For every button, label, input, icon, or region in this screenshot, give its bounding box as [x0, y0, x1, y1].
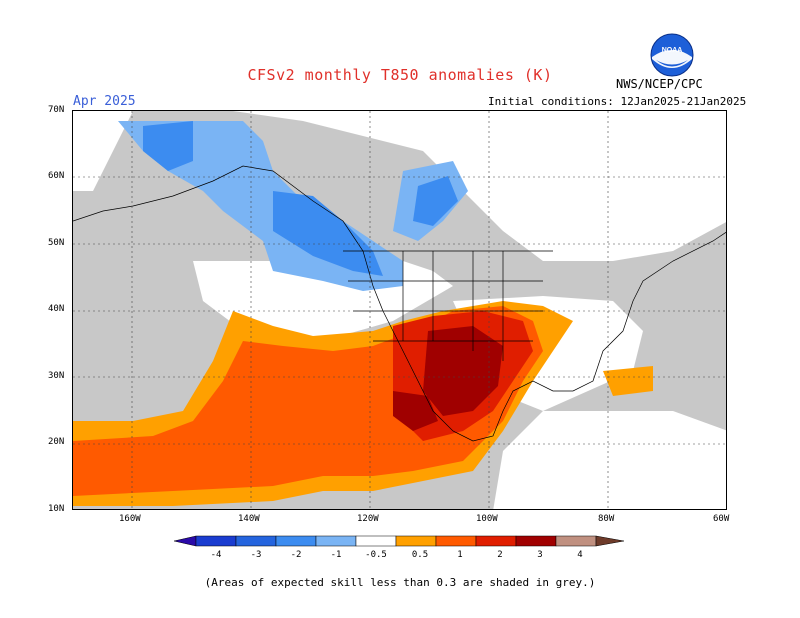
noaa-logo-text: NOAA	[662, 47, 683, 54]
lon-label-160w: 160W	[119, 514, 141, 524]
lon-label-60w: 60W	[713, 514, 730, 524]
neutral-region-south	[493, 411, 726, 509]
cold-anomaly-alaska	[143, 121, 193, 171]
legend-label-m4: -4	[211, 550, 222, 560]
legend-label-p4: 4	[577, 550, 582, 560]
noaa-logo: NOAA	[650, 33, 694, 77]
legend-label-m1: -1	[331, 550, 342, 560]
initial-conditions: Initial conditions: 12Jan2025-21Jan2025	[488, 95, 747, 108]
legend-label-m05: -0.5	[365, 550, 387, 560]
lat-label-40n: 40N	[48, 304, 65, 314]
legend-label-p1: 1	[457, 550, 462, 560]
agency-label: NWS/NCEP/CPC	[616, 77, 703, 91]
legend-label-m2: -2	[291, 550, 302, 560]
legend-label-p3: 3	[537, 550, 542, 560]
graticule	[73, 111, 726, 509]
lat-label-50n: 50N	[48, 238, 65, 248]
lon-label-140w: 140W	[238, 514, 260, 524]
legend-label-p05: 0.5	[412, 550, 428, 560]
lat-label-30n: 30N	[48, 371, 65, 381]
lat-label-70n: 70N	[48, 105, 65, 115]
neutral-region-north	[233, 111, 726, 261]
neutral-region-alaska	[73, 111, 133, 191]
forecast-month: Apr 2025	[73, 94, 136, 109]
anomaly-map	[72, 110, 727, 510]
footnote: (Areas of expected skill less than 0.3 a…	[204, 576, 596, 589]
lat-label-20n: 20N	[48, 437, 65, 447]
lat-label-10n: 10N	[48, 504, 65, 514]
map-title: CFSv2 monthly T850 anomalies (K)	[247, 66, 553, 84]
warm-anomaly-dark-red-mexico	[393, 391, 438, 431]
warm-anomaly-atlantic	[603, 366, 653, 396]
legend-label-m3: -3	[251, 550, 262, 560]
warm-anomaly-dark-red	[423, 326, 503, 416]
lon-label-120w: 120W	[357, 514, 379, 524]
coastline-outlines	[73, 165, 726, 442]
color-legend: -4 -3 -2 -1 -0.5 0.5 1 2 3 4	[174, 535, 625, 560]
legend-label-p2: 2	[497, 550, 502, 560]
lat-label-60n: 60N	[48, 171, 65, 181]
cold-anomaly-hudson-core	[413, 176, 458, 226]
lon-label-100w: 100W	[476, 514, 498, 524]
cold-anomaly-canada	[273, 191, 383, 276]
lon-label-80w: 80W	[598, 514, 615, 524]
